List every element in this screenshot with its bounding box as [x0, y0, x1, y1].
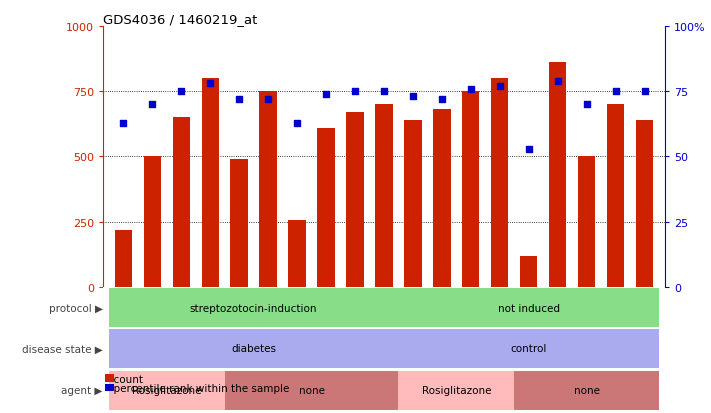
Bar — [578, 157, 595, 287]
Bar — [317, 128, 335, 287]
Point — [465, 86, 476, 93]
Text: disease state ▶: disease state ▶ — [22, 344, 102, 354]
Bar — [636, 121, 653, 287]
Text: control: control — [510, 344, 547, 354]
Text: none: none — [299, 385, 324, 395]
Text: diabetes: diabetes — [231, 344, 276, 354]
Point — [176, 89, 187, 95]
Point — [292, 120, 303, 126]
Text: percentile rank within the sample: percentile rank within the sample — [107, 383, 289, 393]
Point — [552, 78, 563, 85]
Bar — [109, 289, 398, 327]
Bar — [607, 105, 624, 287]
Text: streptozotocin-induction: streptozotocin-induction — [190, 303, 317, 313]
Bar — [289, 221, 306, 287]
Bar — [405, 121, 422, 287]
Point — [146, 102, 158, 108]
Point — [262, 97, 274, 103]
Text: none: none — [574, 385, 599, 395]
Point — [118, 120, 129, 126]
Point — [523, 146, 535, 152]
Bar — [230, 160, 248, 287]
Point — [494, 83, 506, 90]
Bar — [433, 110, 451, 287]
Point — [407, 94, 419, 100]
Text: Rosiglitazone: Rosiglitazone — [422, 385, 491, 395]
Bar — [109, 371, 225, 410]
Point — [233, 97, 245, 103]
Text: count: count — [107, 374, 143, 384]
Text: GDS4036 / 1460219_at: GDS4036 / 1460219_at — [103, 13, 257, 26]
Point — [205, 81, 216, 88]
Text: protocol ▶: protocol ▶ — [48, 303, 102, 313]
Bar — [520, 256, 538, 287]
Bar — [398, 289, 659, 327]
Bar — [491, 79, 508, 287]
Bar — [346, 113, 363, 287]
Bar — [225, 371, 398, 410]
Point — [378, 89, 390, 95]
Point — [610, 89, 621, 95]
Bar — [144, 157, 161, 287]
Bar — [398, 371, 514, 410]
Point — [321, 91, 332, 98]
Point — [349, 89, 360, 95]
Bar — [549, 63, 567, 287]
Bar — [375, 105, 392, 287]
Text: Rosiglitazone: Rosiglitazone — [132, 385, 201, 395]
Bar — [173, 118, 190, 287]
Bar — [114, 230, 132, 287]
Bar — [462, 92, 479, 287]
Point — [581, 102, 592, 108]
Bar — [398, 329, 659, 368]
Bar — [201, 79, 219, 287]
Bar — [514, 371, 659, 410]
Text: not induced: not induced — [498, 303, 560, 313]
Bar — [109, 329, 398, 368]
Bar — [260, 92, 277, 287]
Point — [436, 97, 447, 103]
Text: agent ▶: agent ▶ — [61, 385, 102, 395]
Point — [638, 89, 650, 95]
